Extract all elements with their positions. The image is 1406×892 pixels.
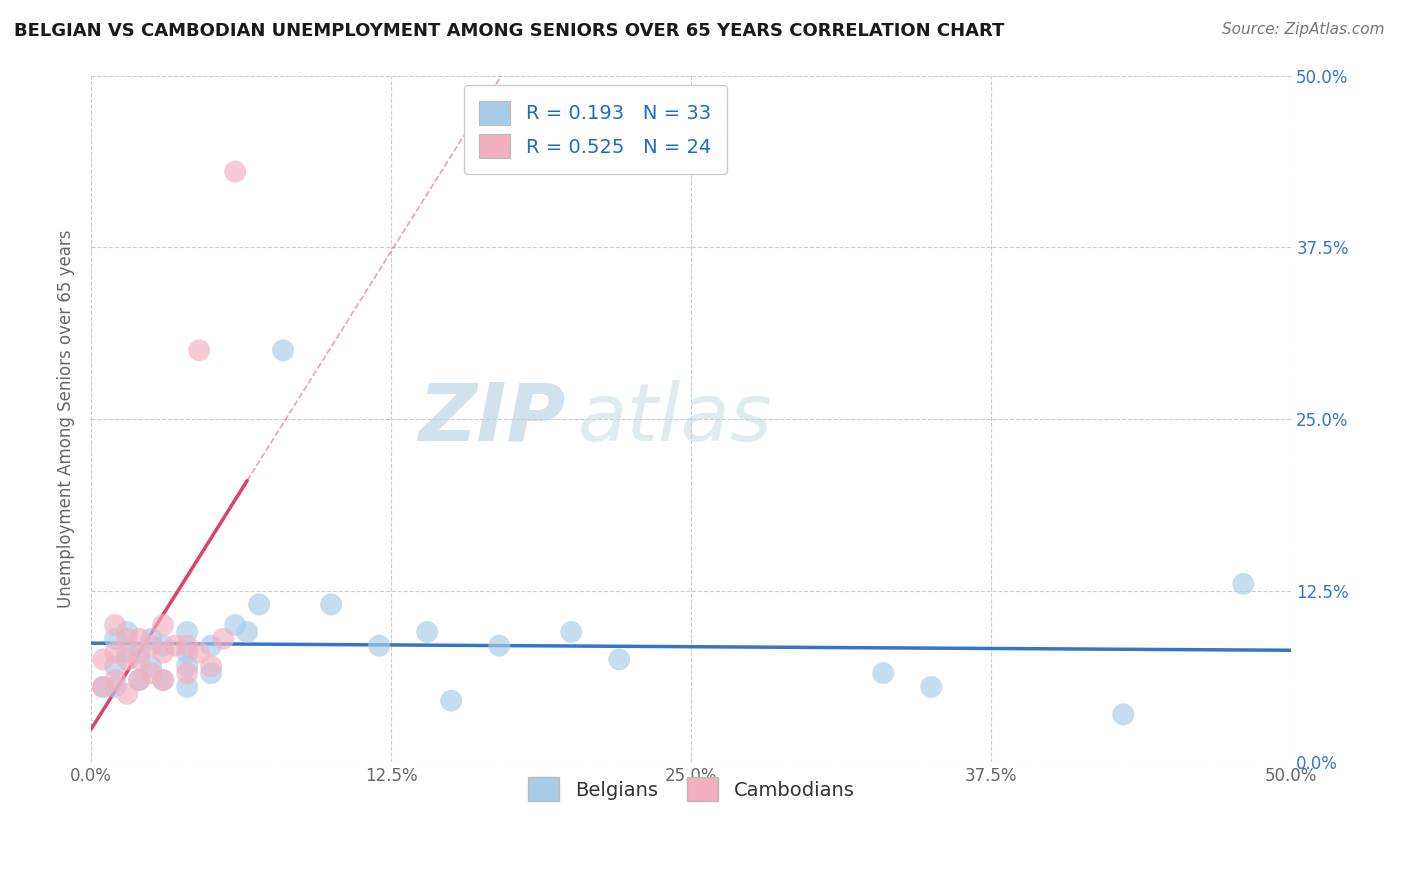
Point [128, 652, 150, 666]
Point [128, 632, 150, 646]
Point [176, 666, 198, 681]
Point [91, 680, 114, 694]
Point [176, 639, 198, 653]
Point [224, 164, 246, 178]
Point [104, 618, 127, 632]
Text: BELGIAN VS CAMBODIAN UNEMPLOYMENT AMONG SENIORS OVER 65 YEARS CORRELATION CHART: BELGIAN VS CAMBODIAN UNEMPLOYMENT AMONG … [14, 22, 1004, 40]
Point [91, 652, 114, 666]
Point [271, 343, 294, 358]
Point [152, 673, 174, 687]
Point [165, 639, 187, 653]
Point [104, 646, 127, 660]
Point [321, 598, 343, 612]
Point [141, 659, 163, 673]
Point [104, 680, 127, 694]
Text: atlas: atlas [578, 380, 772, 458]
Point [488, 639, 510, 653]
Point [1232, 577, 1254, 591]
Point [200, 666, 222, 681]
Y-axis label: Unemployment Among Seniors over 65 years: Unemployment Among Seniors over 65 years [58, 230, 75, 608]
Point [1112, 707, 1135, 722]
Point [247, 598, 270, 612]
Point [115, 624, 138, 639]
Point [200, 639, 222, 653]
Point [440, 693, 463, 707]
Point [920, 680, 942, 694]
Point [128, 673, 150, 687]
Point [152, 639, 174, 653]
Point [115, 687, 138, 701]
Point [128, 646, 150, 660]
Text: Source: ZipAtlas.com: Source: ZipAtlas.com [1222, 22, 1385, 37]
Point [212, 632, 235, 646]
Point [416, 624, 439, 639]
Point [368, 639, 391, 653]
Point [141, 666, 163, 681]
Legend: Belgians, Cambodians: Belgians, Cambodians [515, 764, 868, 814]
Point [236, 624, 259, 639]
Point [104, 659, 127, 673]
Point [607, 652, 630, 666]
Point [152, 646, 174, 660]
Point [176, 624, 198, 639]
Point [176, 646, 198, 660]
Point [200, 659, 222, 673]
Point [188, 343, 211, 358]
Point [152, 618, 174, 632]
Point [104, 673, 127, 687]
Text: ZIP: ZIP [418, 380, 565, 458]
Point [152, 673, 174, 687]
Point [104, 632, 127, 646]
Point [115, 652, 138, 666]
Point [176, 680, 198, 694]
Point [91, 680, 114, 694]
Point [141, 632, 163, 646]
Point [224, 618, 246, 632]
Point [872, 666, 894, 681]
Point [141, 639, 163, 653]
Point [560, 624, 582, 639]
Point [115, 646, 138, 660]
Point [128, 673, 150, 687]
Point [176, 659, 198, 673]
Point [115, 632, 138, 646]
Point [188, 646, 211, 660]
